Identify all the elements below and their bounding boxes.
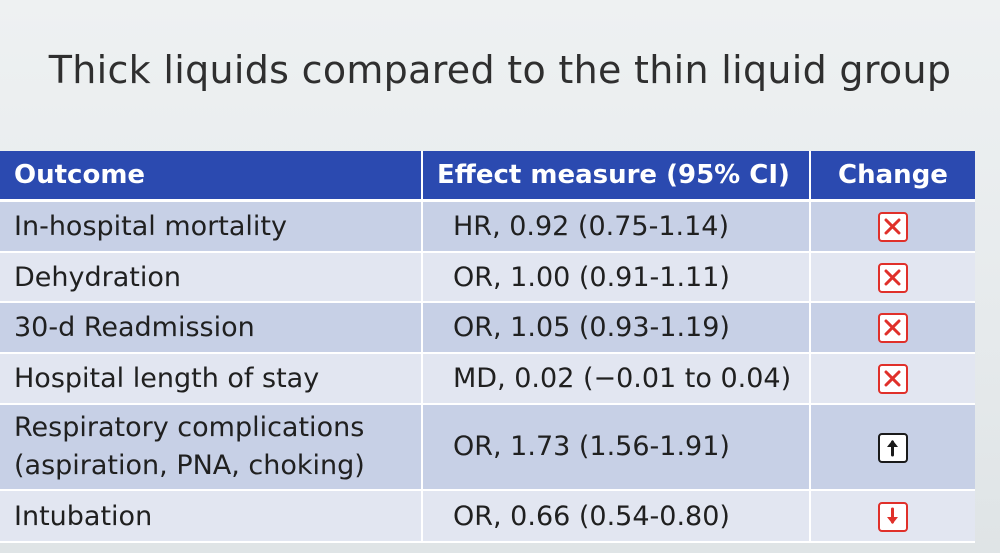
change-cell: [810, 200, 975, 253]
slide-title: Thick liquids compared to the thin liqui…: [48, 48, 952, 92]
table-row: In-hospital mortality HR, 0.92 (0.75-1.1…: [0, 200, 975, 253]
outcome-cell: Respiratory complications (aspiration, P…: [0, 404, 423, 491]
x-box-icon: [878, 212, 908, 243]
x-box-icon: [878, 313, 908, 344]
header-effect-measure: Effect measure (95% CI): [422, 151, 811, 202]
outcome-cell: Dehydration: [0, 252, 423, 303]
effect-cell: OR, 0.66 (0.54-0.80): [422, 490, 811, 543]
table-row: Dehydration OR, 1.00 (0.91-1.11): [0, 252, 975, 303]
outcome-cell: 30-d Readmission: [0, 302, 423, 354]
effect-cell: HR, 0.92 (0.75-1.14): [422, 200, 811, 253]
table-row: Intubation OR, 0.66 (0.54-0.80): [0, 490, 975, 543]
header-outcome: Outcome: [0, 151, 423, 202]
arrow-down-box-icon: [878, 501, 908, 532]
x-box-icon: [878, 262, 908, 293]
arrow-up-box-icon: [878, 432, 908, 463]
x-box-icon: [878, 364, 908, 395]
effect-cell: OR, 1.73 (1.56-1.91): [422, 404, 811, 491]
header-change: Change: [810, 151, 975, 202]
change-cell: [810, 302, 975, 354]
table-row: Respiratory complications (aspiration, P…: [0, 404, 975, 491]
change-cell: [810, 353, 975, 405]
table-row: 30-d Readmission OR, 1.05 (0.93-1.19): [0, 302, 975, 354]
outcome-cell: Hospital length of stay: [0, 353, 423, 405]
effect-cell: OR, 1.05 (0.93-1.19): [422, 302, 811, 354]
effect-cell: OR, 1.00 (0.91-1.11): [422, 252, 811, 303]
table-row: Hospital length of stay MD, 0.02 (−0.01 …: [0, 353, 975, 405]
table-header-row: Outcome Effect measure (95% CI) Change: [0, 151, 975, 202]
change-cell: [810, 490, 975, 543]
outcome-cell: In-hospital mortality: [0, 200, 423, 253]
change-cell: [810, 252, 975, 303]
outcome-line-2: (aspiration, PNA, choking): [14, 450, 365, 481]
change-cell: [810, 404, 975, 491]
effect-cell: MD, 0.02 (−0.01 to 0.04): [422, 353, 811, 405]
outcome-cell: Intubation: [0, 490, 423, 543]
outcome-line-1: Respiratory complications: [14, 412, 365, 443]
outcomes-table: Outcome Effect measure (95% CI) Change I…: [0, 151, 975, 543]
